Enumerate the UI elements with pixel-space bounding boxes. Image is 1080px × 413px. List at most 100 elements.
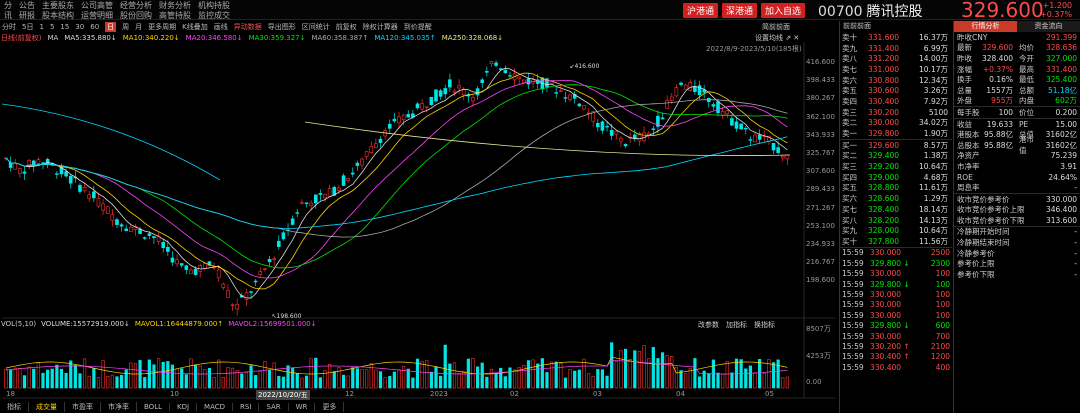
volume-bar bbox=[337, 367, 341, 389]
indicator-tab[interactable]: WR bbox=[289, 402, 316, 411]
indicator-tab[interactable]: 更多 bbox=[315, 401, 345, 412]
menu-item[interactable]: 机构持股 bbox=[198, 1, 230, 10]
market-button[interactable]: 深港通 bbox=[722, 3, 758, 18]
trade-volume: 100 bbox=[935, 310, 950, 320]
volume-bar bbox=[540, 358, 544, 389]
trade-price-value: 330.400 bbox=[870, 362, 902, 372]
period-tab[interactable]: 分时 bbox=[2, 22, 16, 31]
period-tab[interactable]: 区间统计 bbox=[301, 22, 330, 31]
menu-item[interactable]: 公司高管 bbox=[81, 1, 113, 10]
order-book-row: 买五 328.800 11.61万 bbox=[840, 183, 952, 194]
candle bbox=[683, 84, 688, 90]
stat-label: 总额 bbox=[1019, 85, 1034, 95]
quote-panel-tab[interactable]: 行情分析 bbox=[954, 21, 1017, 32]
volume-bar bbox=[286, 365, 290, 389]
menu-item[interactable]: 主要股东 bbox=[42, 1, 74, 10]
period-tab[interactable]: 周 bbox=[122, 22, 130, 31]
indicator-tab[interactable]: 成交量 bbox=[29, 401, 65, 412]
indicator-tab[interactable]: 市净率 bbox=[101, 401, 137, 412]
period-tab[interactable]: 画线 bbox=[213, 22, 228, 31]
set-ma-button[interactable]: 设置均线 ⇗ ✕ bbox=[755, 33, 799, 43]
mavol1-line bbox=[5, 356, 788, 375]
period-tab[interactable]: 异动数据 bbox=[233, 22, 262, 31]
level-price: 330.400 bbox=[868, 96, 900, 106]
period-tab[interactable]: 更多周期 bbox=[148, 22, 177, 31]
cooling-row: 参考价下限 - bbox=[954, 269, 1080, 280]
menu-item[interactable]: 公告 bbox=[19, 1, 35, 10]
volume-bar bbox=[124, 369, 128, 389]
menu-item[interactable]: 股份回购 bbox=[120, 11, 152, 20]
volume-bar bbox=[443, 344, 447, 389]
order-book-row: 买十 327.800 11.56万 bbox=[840, 236, 952, 247]
period-tab[interactable]: 5日 bbox=[22, 22, 34, 31]
level-price: 330.000 bbox=[868, 118, 900, 128]
ask-list: 卖十 331.600 16.37万 卖九 331.400 6.99万 卖八 331.200 14… bbox=[840, 32, 952, 139]
candle bbox=[374, 143, 378, 149]
level-price: 331.000 bbox=[868, 64, 900, 74]
period-tab[interactable]: 1 bbox=[39, 22, 44, 31]
period-tab[interactable]: 30 bbox=[75, 22, 85, 31]
menu-item[interactable]: 讯 bbox=[4, 11, 12, 20]
indicator-tab[interactable]: 市盈率 bbox=[65, 401, 101, 412]
trade-volume: 100 bbox=[935, 269, 950, 279]
menu-item[interactable]: 经营分析 bbox=[120, 1, 152, 10]
prev-button[interactable]: 简前前面 bbox=[762, 23, 790, 31]
indicator-tab[interactable]: RSI bbox=[233, 402, 260, 411]
volume-bar bbox=[647, 358, 651, 389]
period-tab[interactable]: 除权计算器 bbox=[362, 22, 398, 31]
menu-item[interactable]: 分 bbox=[4, 1, 12, 10]
roe-value: 24.64% bbox=[1048, 172, 1077, 182]
volume-tool-button[interactable]: 加指标 bbox=[726, 321, 747, 329]
volume-bar bbox=[466, 358, 470, 389]
volume-tool-button[interactable]: 改参数 bbox=[698, 321, 719, 329]
quote-panel-tab[interactable]: 资金流向 bbox=[1017, 21, 1080, 32]
indicator-tab[interactable]: SAR bbox=[259, 402, 289, 411]
period-tab[interactable]: 月 bbox=[135, 22, 143, 31]
candle bbox=[364, 151, 369, 157]
price-tick: 325.767 bbox=[806, 149, 835, 157]
market-button[interactable]: 沪港通 bbox=[683, 3, 719, 18]
period-tab[interactable]: 导出图形 bbox=[267, 22, 296, 31]
kline-chart[interactable]: ↙416.600 ↖198.600 bbox=[0, 0, 840, 413]
order-book-row: 买二 329.400 1.38万 bbox=[840, 151, 952, 162]
volume-bar bbox=[189, 358, 193, 389]
volume-bar bbox=[304, 375, 309, 389]
indicator-tab[interactable]: KDJ bbox=[170, 402, 198, 411]
menu-item[interactable]: 财务分析 bbox=[159, 1, 191, 10]
ma5-line bbox=[5, 67, 788, 299]
price-tick: 271.267 bbox=[806, 203, 835, 212]
menu-item[interactable]: 监控成交 bbox=[198, 11, 230, 20]
menu-item[interactable]: 高管持股 bbox=[159, 11, 191, 20]
indicator-tab[interactable]: MACD bbox=[197, 402, 234, 411]
order-book-tab-prev[interactable]: 前前前面 bbox=[843, 22, 871, 30]
total-shares-label: 总股本 bbox=[957, 140, 980, 150]
menu-item[interactable]: 运营明细 bbox=[81, 11, 113, 20]
period-tab[interactable]: 5 bbox=[49, 22, 55, 31]
volume-bar bbox=[64, 372, 68, 389]
ma-legend-item: MA250:328.068↓ bbox=[441, 34, 504, 42]
indicator-tab[interactable]: BOLL bbox=[137, 402, 170, 411]
menu-item[interactable]: 股本结构 bbox=[42, 11, 74, 20]
volume-tool-button[interactable]: 换指标 bbox=[754, 321, 775, 329]
period-tab[interactable]: 前复权 bbox=[335, 22, 357, 31]
period-tab[interactable]: 15 bbox=[60, 22, 70, 31]
menu-item[interactable]: 研报 bbox=[19, 11, 35, 20]
market-button[interactable]: 加入自选 bbox=[761, 3, 806, 18]
trade-price: 330.200 ↑ bbox=[870, 342, 914, 351]
close-icon[interactable]: ✕ bbox=[793, 34, 800, 42]
period-tab[interactable]: 日 bbox=[105, 21, 117, 32]
volume-bar bbox=[600, 369, 605, 389]
candle bbox=[716, 101, 720, 113]
indicator-tab[interactable]: 指标 bbox=[0, 401, 29, 412]
period-tab[interactable]: K线叠加 bbox=[182, 22, 208, 31]
volume-bar bbox=[332, 371, 336, 389]
trade-price: 329.800 ↓ bbox=[870, 321, 914, 330]
level-label: 卖三 bbox=[842, 107, 857, 117]
period-tab[interactable]: 到价提醒 bbox=[403, 22, 432, 31]
candle bbox=[276, 240, 281, 247]
candle bbox=[480, 79, 485, 83]
auction-ref-label: 收市竞价参考价 bbox=[957, 194, 1010, 204]
period-tab[interactable]: 60 bbox=[90, 22, 100, 31]
volume-bar bbox=[614, 361, 618, 389]
candle bbox=[189, 269, 193, 275]
